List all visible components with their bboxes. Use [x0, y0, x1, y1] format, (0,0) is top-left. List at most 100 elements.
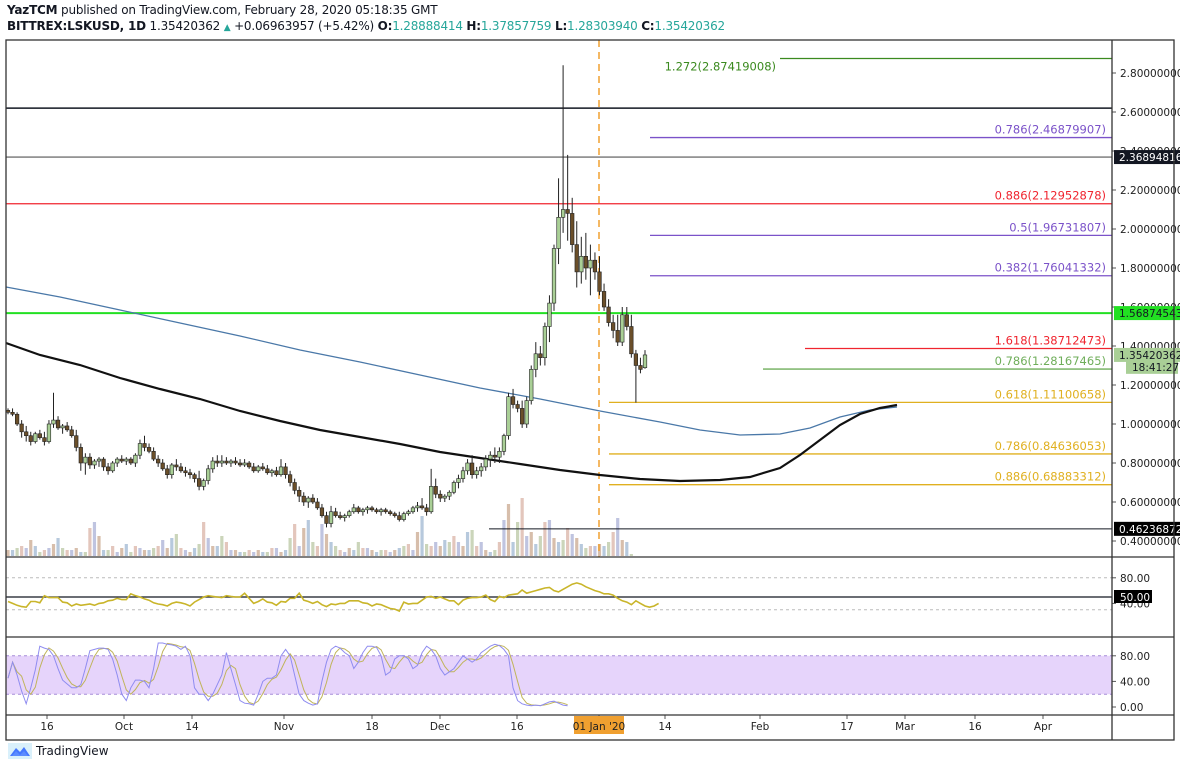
- volume-bar: [520, 498, 524, 556]
- candle-body: [429, 486, 434, 513]
- volume-bar: [370, 550, 374, 556]
- price-label-box[interactable]: [1126, 359, 1178, 374]
- volume-bar: [502, 520, 506, 556]
- volume-bar: [101, 550, 106, 556]
- rsi-pane: [6, 577, 1112, 613]
- footer-brand[interactable]: TradingView: [8, 743, 109, 759]
- volume-bar: [425, 544, 429, 556]
- candle-body: [633, 353, 638, 366]
- volume-bar: [302, 528, 306, 556]
- symbol-name[interactable]: BITTREX:LSKUSD, 1D: [7, 19, 146, 33]
- volume-bar: [243, 552, 247, 556]
- candle-body: [256, 466, 261, 472]
- candle-body: [151, 450, 156, 460]
- candle-body: [46, 423, 52, 442]
- price-label-box[interactable]: [1114, 521, 1180, 536]
- price-tick-label: 0.40000000: [1120, 536, 1180, 548]
- fib-level-label: 0.786(1.28167465): [995, 354, 1106, 368]
- volume-bar: [51, 544, 56, 556]
- volume-bar: [24, 548, 28, 556]
- candle-body: [74, 435, 79, 448]
- volume-bar: [288, 538, 292, 556]
- candle-body: [146, 447, 152, 452]
- candle-body: [556, 217, 561, 249]
- volume-bar: [42, 550, 46, 556]
- candle-body: [101, 458, 106, 468]
- moving-average-line: [5, 341, 898, 483]
- candle-body: [369, 507, 375, 511]
- candle-body: [442, 495, 447, 499]
- candle-body: [542, 326, 547, 359]
- volume-bar: [379, 550, 383, 556]
- volume-bar: [261, 552, 265, 556]
- candle-body: [19, 423, 24, 433]
- volume-bar: [88, 528, 92, 556]
- chart-background: [6, 40, 1112, 557]
- volume-bar: [393, 550, 397, 556]
- candle-body: [28, 435, 33, 442]
- candle-body: [324, 515, 329, 524]
- candle-body: [606, 306, 611, 323]
- candle-body: [615, 330, 620, 343]
- candle-body: [642, 354, 648, 368]
- candle-body: [415, 505, 420, 509]
- date-highlight-box[interactable]: [574, 716, 624, 734]
- price-label-box[interactable]: [1114, 150, 1180, 165]
- price-axis[interactable]: 2.800000002.600000002.400000002.20000000…: [1112, 40, 1180, 715]
- volume-bar: [570, 534, 574, 556]
- tradingview-logo-icon: [8, 743, 32, 759]
- volume-bar: [279, 552, 283, 556]
- volume-bar: [97, 536, 101, 556]
- volume-bar: [611, 532, 615, 556]
- author-name[interactable]: YazTCM: [7, 3, 58, 17]
- volume-bar: [220, 536, 224, 556]
- candle-body: [565, 209, 570, 214]
- fib-level-label: 1.618(1.38712473): [995, 334, 1106, 348]
- candle-body: [570, 213, 575, 245]
- candle-body: [33, 433, 38, 442]
- candle-body: [119, 458, 124, 462]
- volume-bar: [142, 550, 147, 556]
- volume-bar: [138, 548, 142, 556]
- volume-bar: [215, 546, 219, 556]
- price-tick-label: 1.20000000: [1120, 380, 1180, 392]
- candle-body: [5, 410, 11, 413]
- time-axis[interactable]: 16 Oct 14 Nov 18 Dec 16 01 Jan '20 14 Feb 17 Mar 16 A…: [40, 715, 1053, 734]
- volume-bar: [15, 548, 19, 556]
- candle-body: [310, 497, 315, 503]
- pane-borders: [5, 39, 1175, 741]
- time-tick-label: 14: [658, 721, 672, 733]
- volume-bar: [174, 534, 178, 556]
- volume-bar: [361, 548, 365, 556]
- candle-body: [601, 291, 607, 308]
- candle-body: [233, 460, 238, 464]
- moving-average-line: [5, 286, 898, 436]
- time-tick-label: Dec: [430, 721, 451, 733]
- candle-body: [597, 271, 602, 292]
- candle-body: [133, 454, 138, 464]
- price-label-box[interactable]: [1114, 306, 1180, 321]
- price-label: 2.36894816: [1119, 152, 1180, 164]
- candle-body: [579, 255, 584, 273]
- price-label-box[interactable]: [1114, 347, 1180, 362]
- candle-body: [183, 470, 188, 474]
- volume-bar: [79, 552, 83, 556]
- volume-bar: [420, 516, 424, 556]
- volume-bar: [620, 540, 624, 556]
- volume-bar: [629, 554, 633, 556]
- candle-body: [287, 474, 293, 483]
- rsi-tick-label: 80.00: [1120, 573, 1150, 585]
- candle-body: [533, 353, 538, 370]
- volume-bar: [429, 546, 433, 556]
- volume-bar: [616, 518, 620, 556]
- candle-body: [438, 493, 443, 499]
- candle-body: [406, 511, 411, 515]
- volume-bar: [192, 548, 197, 556]
- candle-body: [37, 433, 42, 438]
- fib-level-label: 0.382(1.76041332): [995, 261, 1106, 275]
- candle-body: [469, 462, 475, 475]
- price-change: +0.06963957 (+5.42%): [234, 19, 374, 33]
- horizontal-levels[interactable]: [6, 40, 1112, 557]
- candle-body: [342, 515, 347, 518]
